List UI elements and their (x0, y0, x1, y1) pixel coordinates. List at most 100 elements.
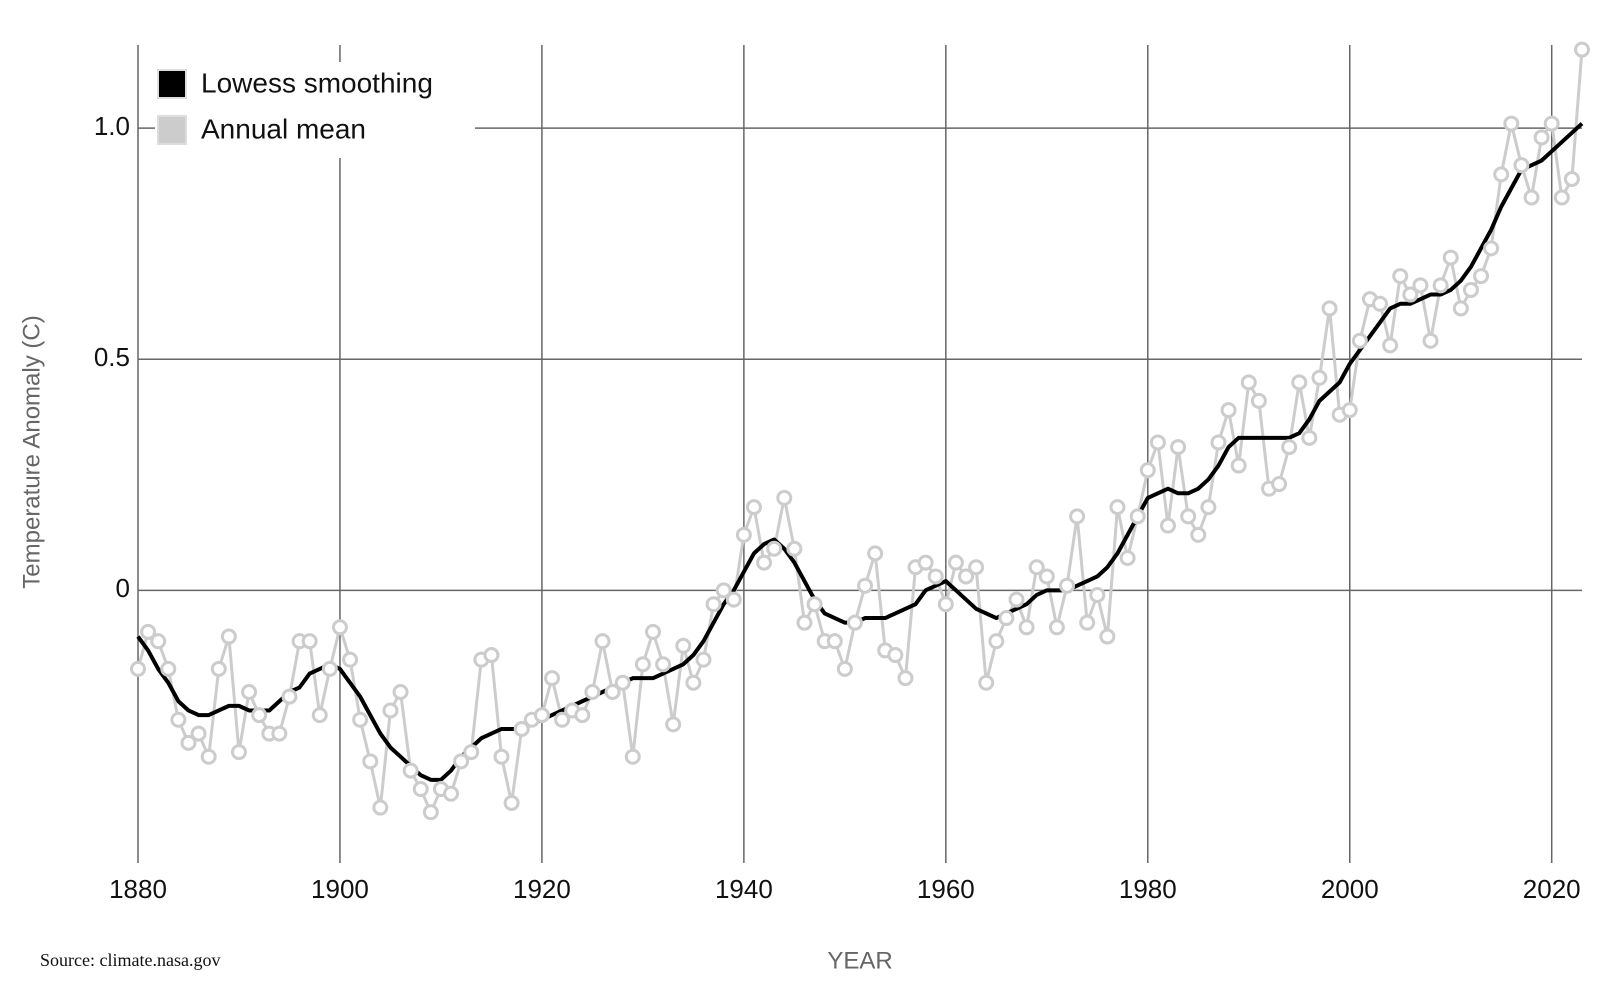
data-point (382, 702, 399, 719)
data-point (968, 559, 985, 576)
data-point (1301, 429, 1318, 446)
legend: Lowess smoothing Annual mean (155, 62, 475, 158)
data-point (1351, 332, 1368, 349)
data-point (493, 748, 510, 765)
x-tick-label: 1900 (311, 874, 369, 904)
data-point (220, 628, 237, 645)
data-point (1008, 591, 1025, 608)
data-point (1372, 295, 1389, 312)
data-point (1139, 462, 1156, 479)
data-point (190, 725, 207, 742)
data-point (836, 660, 853, 677)
x-tick-label: 2020 (1523, 874, 1581, 904)
data-point (1523, 189, 1540, 206)
y-tick-label: 1.0 (94, 111, 130, 141)
x-tick-label: 1940 (715, 874, 773, 904)
x-tick-label: 1980 (1119, 874, 1177, 904)
data-point (897, 670, 914, 687)
data-point (1402, 286, 1419, 303)
data-point (230, 744, 247, 761)
series-line (136, 49, 1584, 814)
data-point (1422, 332, 1439, 349)
data-point (241, 684, 258, 701)
data-point (130, 660, 146, 677)
data-point (1281, 439, 1298, 456)
data-point (311, 707, 328, 724)
data-point (745, 499, 762, 516)
data-point (1473, 268, 1490, 285)
data-point (695, 651, 712, 668)
data-point (1452, 300, 1469, 317)
data-point (1230, 457, 1247, 474)
data-point (170, 711, 187, 728)
data-point (1079, 614, 1096, 631)
data-point (1018, 619, 1035, 636)
data-point (655, 656, 672, 673)
data-point (1543, 115, 1560, 132)
x-tick-label: 2000 (1321, 874, 1379, 904)
data-point (321, 660, 338, 677)
data-point (574, 707, 591, 724)
data-point (857, 577, 874, 594)
data-point (887, 647, 904, 664)
data-point (796, 614, 813, 631)
data-point (1574, 41, 1590, 58)
source-note: Source: climate.nasa.gov (40, 950, 220, 970)
data-point (675, 637, 692, 654)
data-point (1462, 281, 1479, 298)
data-point (705, 596, 722, 613)
x-tick-label: 1880 (109, 874, 167, 904)
data-point (867, 545, 884, 562)
data-point (1028, 559, 1045, 576)
legend-background (155, 62, 475, 158)
data-point (1533, 129, 1550, 146)
data-point (372, 799, 389, 816)
data-point (756, 554, 773, 571)
data-point (604, 684, 621, 701)
data-point (1220, 402, 1237, 419)
data-point (554, 711, 571, 728)
data-point (917, 554, 934, 571)
data-point (180, 734, 197, 751)
x-tick-label: 1960 (917, 874, 975, 904)
data-point (998, 610, 1015, 627)
data-point (1129, 508, 1146, 525)
data-point (958, 568, 975, 585)
data-point (846, 614, 863, 631)
x-tick-label: 1920 (513, 874, 571, 904)
data-point (362, 753, 379, 770)
data-point (1553, 189, 1570, 206)
data-point (200, 748, 217, 765)
data-point (1109, 499, 1126, 516)
data-point (806, 596, 823, 613)
data-point (1271, 476, 1288, 493)
data-point (1412, 277, 1429, 294)
data-point (584, 684, 601, 701)
legend-swatch (157, 69, 187, 99)
data-point (927, 568, 944, 585)
data-point (947, 554, 964, 571)
data-point (392, 684, 409, 701)
data-point (1382, 337, 1399, 354)
data-point (644, 623, 661, 640)
data-point (412, 781, 429, 798)
data-point (1321, 300, 1338, 317)
data-point (776, 489, 793, 506)
data-point (342, 651, 359, 668)
data-point (786, 540, 803, 557)
data-point (271, 725, 288, 742)
data-point (978, 674, 995, 691)
data-point (422, 804, 439, 821)
data-point (1563, 171, 1580, 188)
data-point (1149, 434, 1166, 451)
data-point (1513, 157, 1530, 174)
data-point (614, 674, 631, 691)
data-point (140, 623, 157, 640)
data-point (1432, 277, 1449, 294)
data-point (402, 762, 419, 779)
data-point (1210, 434, 1227, 451)
data-point (1089, 586, 1106, 603)
legend-label: Lowess smoothing (201, 67, 433, 98)
data-point (685, 674, 702, 691)
